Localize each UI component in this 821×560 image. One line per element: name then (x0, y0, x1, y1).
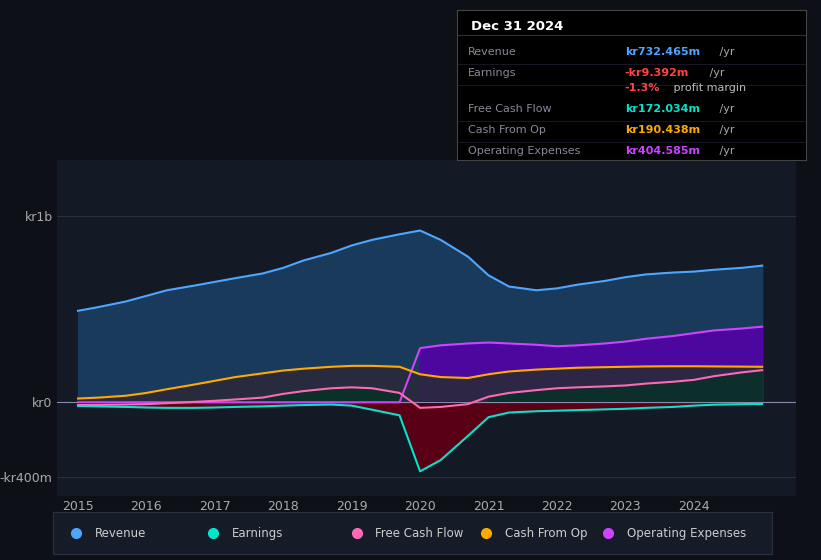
Text: kr732.465m: kr732.465m (625, 47, 700, 57)
Text: /yr: /yr (716, 104, 734, 114)
Text: -kr9.392m: -kr9.392m (625, 68, 689, 78)
Text: Revenue: Revenue (95, 527, 146, 540)
Text: Dec 31 2024: Dec 31 2024 (471, 20, 564, 33)
Text: Earnings: Earnings (232, 527, 283, 540)
Text: kr190.438m: kr190.438m (625, 125, 700, 135)
Text: Operating Expenses: Operating Expenses (468, 146, 580, 156)
Text: -1.3%: -1.3% (625, 83, 660, 93)
Text: Cash From Op: Cash From Op (504, 527, 587, 540)
Text: /yr: /yr (706, 68, 725, 78)
Text: kr404.585m: kr404.585m (625, 146, 699, 156)
Text: /yr: /yr (716, 146, 734, 156)
Text: Revenue: Revenue (468, 47, 516, 57)
Text: Free Cash Flow: Free Cash Flow (468, 104, 552, 114)
Text: Cash From Op: Cash From Op (468, 125, 546, 135)
Text: Free Cash Flow: Free Cash Flow (375, 527, 464, 540)
Text: /yr: /yr (716, 125, 734, 135)
Text: /yr: /yr (716, 47, 734, 57)
Text: profit margin: profit margin (670, 83, 746, 93)
Text: kr172.034m: kr172.034m (625, 104, 699, 114)
Text: Earnings: Earnings (468, 68, 516, 78)
Text: Operating Expenses: Operating Expenses (626, 527, 745, 540)
